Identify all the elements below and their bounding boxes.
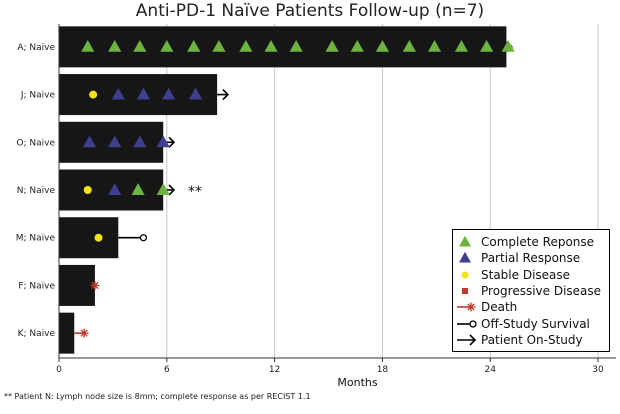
response-marker (108, 183, 122, 195)
legend-label: Complete Reponse (481, 235, 595, 249)
footnote: ** Patient N: Lymph node size is 8mm; co… (4, 392, 311, 401)
response-marker (325, 40, 339, 52)
patient-row (59, 217, 148, 259)
patient-label: M; Naive (16, 234, 56, 244)
legend-symbol (462, 287, 468, 294)
response-marker (162, 87, 176, 100)
response-marker (289, 40, 303, 52)
legend-item: Stable Disease (457, 267, 570, 283)
legend-label: Patient On-Study (481, 332, 583, 347)
legend-item: Death (457, 299, 517, 315)
response-marker (188, 87, 203, 100)
x-axis-label: Months (337, 376, 377, 389)
response-marker (81, 40, 95, 52)
legend-triangle (459, 252, 471, 263)
response-marker (108, 40, 122, 52)
x-tick-label: 30 (592, 365, 604, 375)
legend-circle (461, 271, 469, 279)
response-marker (480, 40, 494, 52)
response-marker (501, 40, 515, 52)
legend-label: Death (481, 300, 518, 315)
response-marker (111, 87, 125, 100)
patient-bar (59, 26, 507, 68)
legend-item: Partial Response (457, 250, 580, 266)
patient-row (59, 121, 176, 163)
patient-bars: ** (59, 26, 515, 354)
response-marker (89, 90, 98, 99)
response-marker (402, 40, 416, 52)
patient-label: F; Naive (18, 281, 55, 291)
x-tick-label: 0 (56, 365, 62, 375)
response-marker (136, 87, 151, 100)
response-marker (264, 40, 278, 52)
response-marker (83, 186, 92, 194)
patient-row (59, 312, 89, 354)
legend-label: Partial Response (481, 251, 581, 266)
legend-symbol (461, 271, 469, 279)
legend-label: Progressive Disease (481, 283, 602, 298)
legend-item: Patient On-Study (457, 332, 583, 348)
patient-label: K; Naive (18, 329, 56, 339)
patient-label: J; Naive (20, 91, 56, 101)
legend-symbol (459, 252, 471, 263)
legend-triangle (459, 235, 471, 247)
response-marker (94, 233, 103, 242)
patient-row: ** (59, 169, 202, 211)
patient-label: N; Naive (17, 186, 56, 196)
patient-row (59, 74, 230, 116)
response-marker (133, 135, 147, 148)
x-tick-label: 24 (484, 365, 496, 375)
patient-bar (59, 217, 119, 259)
legend-symbol (457, 302, 476, 312)
on-study-arrow (168, 184, 176, 196)
legend-item: Off-Study Survival (457, 316, 590, 332)
patient-bar (59, 312, 75, 354)
chart-title: Anti-PD-1 Naïve Patients Follow-up (n=7) (135, 1, 485, 21)
legend-symbol (457, 319, 477, 328)
response-marker (82, 135, 97, 148)
legend-symbol (457, 334, 477, 346)
legend: Complete Reponse Partial Response Stable D… (452, 229, 610, 352)
response-marker (212, 40, 226, 52)
response-marker (375, 40, 390, 52)
x-tick-label: 18 (377, 365, 389, 375)
death-marker (79, 328, 89, 338)
response-marker (108, 135, 122, 148)
patient-row (59, 26, 515, 68)
legend-symbol (459, 235, 471, 247)
response-marker (156, 135, 170, 148)
death-marker (90, 280, 100, 290)
response-marker (187, 40, 201, 52)
response-marker (133, 40, 147, 52)
response-marker (427, 40, 442, 52)
on-study-arrow (222, 89, 230, 101)
off-study-circle (139, 234, 148, 242)
patient-row (59, 264, 100, 306)
patient-label: A; Naive (17, 43, 55, 53)
on-study-arrow (168, 136, 176, 148)
response-marker (156, 183, 170, 195)
patient-bar (59, 74, 218, 116)
patient-note: ** (188, 184, 202, 200)
x-tick-label: 6 (164, 365, 170, 375)
legend-arrow (469, 334, 477, 346)
legend-open-circle (469, 319, 477, 328)
response-marker (350, 40, 364, 52)
y-axis-labels: A; Naive J; Naive O; Naive N; Naive M; Naive… (16, 43, 56, 339)
x-axis: 0 6 12 18 24 30 Months (56, 24, 616, 389)
legend-label: Off-Study Survival (481, 316, 590, 331)
legend-label: Stable Disease (481, 267, 571, 282)
response-marker (454, 40, 469, 52)
response-marker (160, 40, 174, 52)
response-marker (131, 183, 145, 195)
patient-label: O; Naive (16, 138, 55, 148)
x-tick-label: 12 (269, 365, 280, 375)
response-marker (239, 40, 253, 52)
legend-item: Progressive Disease (457, 283, 601, 299)
patient-bar (59, 264, 95, 306)
legend-item: Complete Reponse (457, 234, 594, 250)
legend-square (462, 287, 468, 294)
legend-asterisk (466, 302, 476, 312)
